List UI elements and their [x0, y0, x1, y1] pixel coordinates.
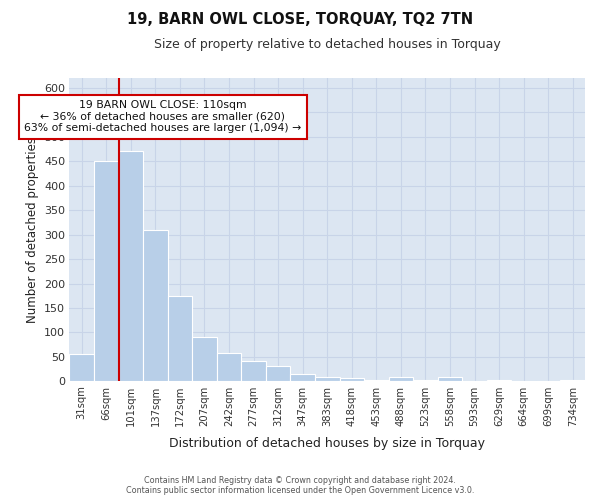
- Bar: [290, 374, 315, 382]
- Bar: [70, 354, 94, 382]
- Bar: [487, 380, 511, 382]
- Bar: [413, 380, 438, 382]
- Bar: [217, 353, 241, 382]
- Bar: [94, 161, 119, 382]
- Text: Contains HM Land Registry data © Crown copyright and database right 2024.
Contai: Contains HM Land Registry data © Crown c…: [126, 476, 474, 495]
- Title: Size of property relative to detached houses in Torquay: Size of property relative to detached ho…: [154, 38, 500, 51]
- Bar: [167, 296, 192, 382]
- Bar: [364, 380, 389, 382]
- Bar: [266, 366, 290, 382]
- X-axis label: Distribution of detached houses by size in Torquay: Distribution of detached houses by size …: [169, 437, 485, 450]
- Bar: [143, 230, 167, 382]
- Bar: [340, 378, 364, 382]
- Bar: [389, 378, 413, 382]
- Bar: [192, 338, 217, 382]
- Text: 19, BARN OWL CLOSE, TORQUAY, TQ2 7TN: 19, BARN OWL CLOSE, TORQUAY, TQ2 7TN: [127, 12, 473, 28]
- Bar: [119, 152, 143, 382]
- Bar: [438, 378, 462, 382]
- Bar: [560, 380, 585, 382]
- Bar: [241, 361, 266, 382]
- Y-axis label: Number of detached properties: Number of detached properties: [26, 136, 38, 322]
- Text: 19 BARN OWL CLOSE: 110sqm
← 36% of detached houses are smaller (620)
63% of semi: 19 BARN OWL CLOSE: 110sqm ← 36% of detac…: [24, 100, 301, 134]
- Bar: [315, 378, 340, 382]
